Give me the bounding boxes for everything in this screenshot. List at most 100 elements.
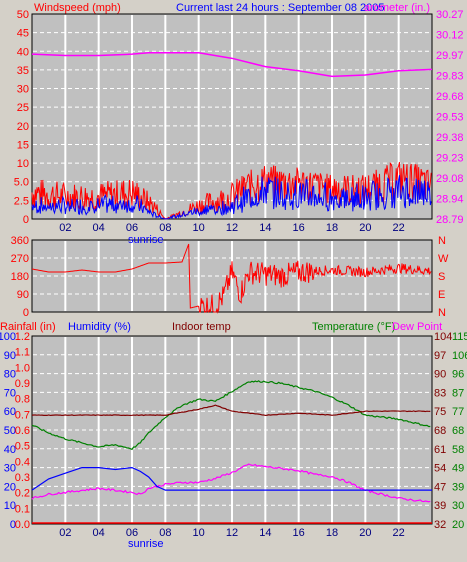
indoor-axis-label: 61: [434, 444, 446, 456]
humidity-axis-label: 60: [4, 406, 16, 418]
humidity-label: Humidity (%): [68, 321, 131, 333]
windspeed-label: Windspeed (mph): [34, 2, 121, 14]
indoor-axis-label: 75: [434, 406, 446, 418]
temperature-axis-label: 49: [452, 463, 464, 475]
x-tick-label: 20: [359, 222, 371, 234]
wind-axis-label: 25: [17, 102, 29, 114]
temperature-label: Temperature (°F): [312, 321, 395, 333]
temperature-line: [31, 380, 431, 451]
indoor-axis-label: 104: [434, 331, 452, 343]
wind-axis-label: 20: [17, 121, 29, 133]
humidity-axis-label: 80: [4, 369, 16, 381]
rainfall-axis-label: 1.0: [15, 362, 30, 374]
direction-axis-label: 0: [23, 307, 29, 319]
sunrise-label-bottom: sunrise: [128, 538, 163, 550]
compass-axis-label: E: [438, 289, 445, 301]
humidity-axis-label: 100: [0, 331, 16, 343]
rainfall-axis-label: 0.4: [15, 456, 30, 468]
x-tick-label: 20: [359, 527, 371, 539]
barometer-axis-label: 30.27: [436, 9, 464, 21]
wind-axis-label: 30: [17, 84, 29, 96]
barometer-axis-label: 29.68: [436, 91, 464, 103]
grid-lines: [33, 15, 431, 523]
compass-axis-label: S: [438, 271, 445, 283]
indoor-axis-label: 90: [434, 369, 446, 381]
wind-direction-line: [31, 243, 432, 314]
wind-axis-label: 15: [17, 139, 29, 151]
x-tick-label: 18: [326, 527, 338, 539]
rainfall-axis-label: 0.2: [15, 488, 30, 500]
x-tick-label: 12: [226, 527, 238, 539]
barometer-axis-label: 29.08: [436, 173, 464, 185]
temperature-axis-label: 20: [452, 519, 464, 531]
direction-axis-label: 270: [11, 253, 29, 265]
rainfall-axis-label: 1.2: [15, 331, 30, 343]
dewpoint-label: Dew Point: [392, 321, 442, 333]
sunrise-label-top: sunrise: [128, 234, 163, 246]
x-tick-label: 16: [293, 222, 305, 234]
wind-axis-label: 40: [17, 46, 29, 58]
rainfall-axis-label: 0.7: [15, 409, 30, 421]
temperature-axis-label: 96: [452, 369, 464, 381]
chart-title: Current last 24 hours : September 08 200…: [176, 2, 385, 14]
x-tick-label: 10: [193, 527, 205, 539]
rainfall-axis-label: 1.1: [15, 347, 30, 359]
temperature-axis-label: 68: [452, 425, 464, 437]
direction-axis-label: 180: [11, 271, 29, 283]
wind-axis-label: 2.5: [14, 195, 29, 207]
humidity-axis-label: 90: [4, 350, 16, 362]
indoor-axis-label: 68: [434, 425, 446, 437]
humidity-axis-label: 30: [4, 463, 16, 475]
humidity-axis-label: 40: [4, 444, 16, 456]
direction-axis-label: 360: [11, 235, 29, 247]
x-tick-label: 08: [159, 527, 171, 539]
x-tick-label: 16: [293, 527, 305, 539]
temperature-axis-label: 58: [452, 444, 464, 456]
indoor-axis-label: 97: [434, 350, 446, 362]
x-tick-label: 14: [259, 527, 271, 539]
temperature-axis-label: 39: [452, 481, 464, 493]
humidity-axis-label: 70: [4, 387, 16, 399]
indoor-axis-label: 32: [434, 519, 446, 531]
rainfall-axis-label: 0.9: [15, 378, 30, 390]
barometer-axis-label: 28.79: [436, 214, 464, 226]
x-tick-label: 06: [126, 222, 138, 234]
rainfall-axis-label: 0.0: [15, 519, 30, 531]
humidity-axis-label: 20: [4, 481, 16, 493]
wind-axis-label: 35: [17, 65, 29, 77]
indoor-axis-label: 54: [434, 463, 446, 475]
x-tick-label: 08: [159, 222, 171, 234]
barometer-axis-label: 30.12: [436, 30, 464, 42]
barometer-axis-label: 29.23: [436, 153, 464, 165]
indoor-axis-label: 83: [434, 387, 446, 399]
wind-axis-label: 0: [23, 214, 29, 226]
x-tick-label: 02: [59, 527, 71, 539]
temperature-axis-label: 30: [452, 500, 464, 512]
x-tick-label: 22: [393, 527, 405, 539]
humidity-line: [31, 466, 432, 491]
x-tick-label: 10: [193, 222, 205, 234]
x-tick-label: 22: [393, 222, 405, 234]
rainfall-axis-label: 0.3: [15, 472, 30, 484]
x-tick-label: 04: [93, 527, 105, 539]
temperature-axis-label: 115: [452, 331, 467, 343]
compass-axis-label: W: [438, 253, 449, 265]
compass-axis-label: N: [438, 235, 446, 247]
indoor-axis-label: 47: [434, 481, 446, 493]
barometer-axis-label: 29.97: [436, 50, 464, 62]
wind-average-line: [31, 175, 432, 220]
barometer-axis-label: 29.53: [436, 112, 464, 124]
x-tick-label: 18: [326, 222, 338, 234]
barometer-line: [31, 52, 433, 78]
x-tick-label: 06: [126, 527, 138, 539]
x-tick-label: 02: [59, 222, 71, 234]
axis-labels: 02 04 06 08 10 12 14 16 18 20 22 02 04 06 08 10 12 14 16 18…: [0, 9, 467, 539]
indoor-temp-label: Indoor temp: [172, 321, 231, 333]
barometer-axis-label: 29.38: [436, 132, 464, 144]
rainfall-axis-label: 0.1: [15, 503, 30, 515]
indoor-temp-line: [31, 404, 431, 417]
barometer-axis-label: 28.94: [436, 194, 464, 206]
temperature-axis-label: 87: [452, 387, 464, 399]
